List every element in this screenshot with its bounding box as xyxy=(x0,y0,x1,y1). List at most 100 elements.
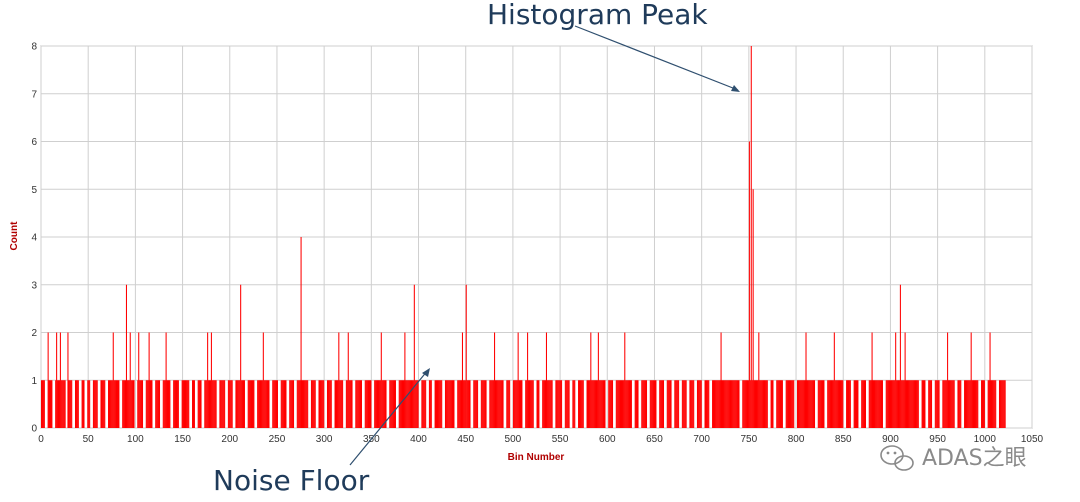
histogram-bar xyxy=(92,380,94,428)
histogram-bar xyxy=(514,380,516,428)
annotation-noise-floor: Noise Floor xyxy=(213,464,370,497)
x-tick-label: 600 xyxy=(599,434,616,445)
histogram-bar xyxy=(377,380,379,428)
histogram-bar xyxy=(931,380,933,428)
histogram-bar xyxy=(497,380,499,428)
histogram-bar xyxy=(766,380,768,428)
x-axis-title: Bin Number xyxy=(508,452,565,463)
histogram-bar xyxy=(763,380,766,428)
histogram-bar xyxy=(810,380,812,428)
histogram-bar xyxy=(117,380,119,428)
histogram-bar xyxy=(149,380,151,428)
histogram-bar xyxy=(788,380,790,428)
histogram-bar xyxy=(813,380,816,428)
histogram-bar xyxy=(305,380,307,428)
histogram-bar xyxy=(969,380,971,428)
histogram-bar xyxy=(840,380,842,428)
histogram-bar xyxy=(236,380,238,428)
histogram-bar xyxy=(96,380,98,428)
histogram-bar xyxy=(777,380,779,428)
histogram-bar xyxy=(712,380,714,428)
histogram-bar xyxy=(970,332,972,428)
histogram-bar xyxy=(900,380,902,428)
histogram-bar xyxy=(407,380,409,428)
histogram-bar xyxy=(551,380,553,428)
histogram-bar xyxy=(538,380,540,428)
histogram-bar xyxy=(336,380,338,428)
histogram-bar xyxy=(790,380,792,428)
histogram-bar xyxy=(360,380,362,428)
histogram-bar xyxy=(414,380,416,428)
histogram-bar xyxy=(922,380,924,428)
histogram-bar xyxy=(645,380,647,428)
histogram-bar xyxy=(634,380,636,428)
histogram-bar xyxy=(377,380,379,428)
histogram-bar xyxy=(808,380,810,428)
histogram-bar xyxy=(912,380,914,428)
histogram-bar xyxy=(357,380,359,428)
histogram-bar xyxy=(856,380,858,428)
histogram-bar xyxy=(582,380,584,428)
histogram-bar xyxy=(41,380,43,428)
histogram-bar xyxy=(188,380,190,428)
histogram-bar xyxy=(803,380,805,428)
histogram-bar xyxy=(641,380,643,428)
histogram-bar xyxy=(528,380,530,428)
histogram-bar xyxy=(863,380,865,428)
histogram-bar xyxy=(1003,380,1005,428)
histogram-bar xyxy=(257,380,259,428)
histogram-bar xyxy=(237,380,239,428)
histogram-bar xyxy=(806,380,808,428)
histogram-bar xyxy=(464,380,466,428)
histogram-bar xyxy=(74,380,77,428)
histogram-bar xyxy=(911,380,913,428)
histogram-bar xyxy=(864,380,866,428)
histogram-bar xyxy=(594,380,596,428)
histogram-bar xyxy=(898,380,900,428)
histogram-bar xyxy=(422,380,424,428)
histogram-bar xyxy=(206,380,208,428)
histogram-bar xyxy=(804,380,806,428)
histogram-bar xyxy=(530,380,532,428)
histogram-bar xyxy=(104,380,106,428)
histogram-bar xyxy=(692,380,694,428)
histogram-bar xyxy=(490,380,492,428)
histogram-bar xyxy=(566,380,568,428)
histogram-bar xyxy=(536,380,538,428)
x-tick-labels: 0501001502002503003504004505005506006507… xyxy=(38,434,1043,445)
histogram-bar xyxy=(560,380,562,428)
histogram-bar xyxy=(406,380,408,428)
histogram-bar xyxy=(276,380,278,428)
histogram-bar xyxy=(620,380,622,428)
histogram-bar xyxy=(57,380,60,428)
histogram-bar xyxy=(655,380,657,428)
histogram-bar xyxy=(832,380,834,428)
histogram-bar xyxy=(780,380,782,428)
histogram-bar xyxy=(743,380,745,428)
histogram-bar xyxy=(68,380,70,428)
histogram-bar xyxy=(385,380,387,428)
histogram-bar xyxy=(690,380,692,428)
histogram-bar xyxy=(722,380,724,428)
histogram-bar xyxy=(976,380,978,428)
histogram-bar xyxy=(829,380,831,428)
histogram-bar xyxy=(483,380,485,428)
histogram-bar xyxy=(720,332,722,428)
histogram-bar xyxy=(971,380,973,428)
histogram-bar xyxy=(500,380,502,428)
histogram-bar xyxy=(113,380,115,428)
histogram-bar xyxy=(197,380,199,428)
histogram-bar xyxy=(250,380,252,428)
histogram-bar xyxy=(242,380,245,428)
histogram-bar xyxy=(728,380,730,428)
histogram-bar xyxy=(89,380,91,428)
histogram-bar xyxy=(895,332,897,428)
histogram-bar xyxy=(848,380,850,428)
histogram-bar xyxy=(428,380,430,428)
histogram-bar xyxy=(923,380,925,428)
histogram-bar xyxy=(67,332,69,428)
histogram-bar xyxy=(846,380,848,428)
histogram-bar xyxy=(148,332,150,428)
histogram-bar xyxy=(123,380,125,428)
histogram-bar xyxy=(887,380,889,428)
